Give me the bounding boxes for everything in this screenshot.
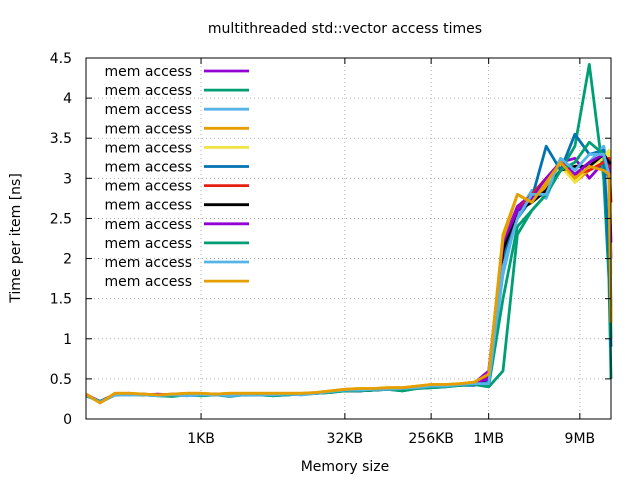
legend-label: mem access bbox=[104, 217, 192, 233]
legend-label: mem access bbox=[104, 140, 192, 156]
x-tick-label: 256KB bbox=[408, 431, 454, 447]
y-tick-label: 1.5 bbox=[50, 292, 72, 308]
legend-label: mem access bbox=[104, 64, 192, 80]
legend-label: mem access bbox=[104, 274, 192, 290]
chart-title: multithreaded std::vector access times bbox=[208, 21, 482, 37]
plot-frame bbox=[85, 57, 612, 420]
y-tick-label: 0 bbox=[63, 412, 72, 428]
legend-label: mem access bbox=[104, 121, 192, 137]
y-tick-label: 3 bbox=[63, 171, 72, 187]
y-axis-label: Time per item [ns] bbox=[8, 173, 24, 304]
series-line bbox=[85, 160, 613, 405]
y-tick-label: 1 bbox=[63, 332, 72, 348]
legend-label: mem access bbox=[104, 179, 192, 195]
x-tick-label: 1KB bbox=[187, 431, 215, 447]
legend-label: mem access bbox=[104, 160, 192, 176]
series-layer bbox=[85, 63, 613, 405]
y-tick-label: 0.5 bbox=[50, 372, 72, 388]
legend-label: mem access bbox=[104, 255, 192, 271]
y-axis: 0 0.5 1 1.5 2 2.5 3 3.5 4 4.5 bbox=[50, 51, 611, 428]
x-tick-label: 1MB bbox=[473, 431, 504, 447]
legend-label: mem access bbox=[104, 102, 192, 118]
legend-label: mem access bbox=[104, 198, 192, 214]
x-tick-label: 9MB bbox=[565, 431, 596, 447]
y-tick-label: 2.5 bbox=[50, 211, 72, 227]
legend: mem access mem access mem access mem access… bbox=[104, 64, 249, 290]
y-tick-label: 4.5 bbox=[50, 51, 72, 67]
legend-label: mem access bbox=[104, 83, 192, 99]
y-tick-label: 4 bbox=[63, 91, 72, 107]
y-tick-label: 3.5 bbox=[50, 131, 72, 147]
x-axis: 1KB 32KB 256KB 1MB 9MB bbox=[187, 58, 595, 447]
x-tick-label: 32KB bbox=[327, 431, 364, 447]
legend-label: mem access bbox=[104, 236, 192, 252]
x-axis-label: Memory size bbox=[301, 459, 390, 475]
y-tick-label: 2 bbox=[63, 252, 72, 268]
